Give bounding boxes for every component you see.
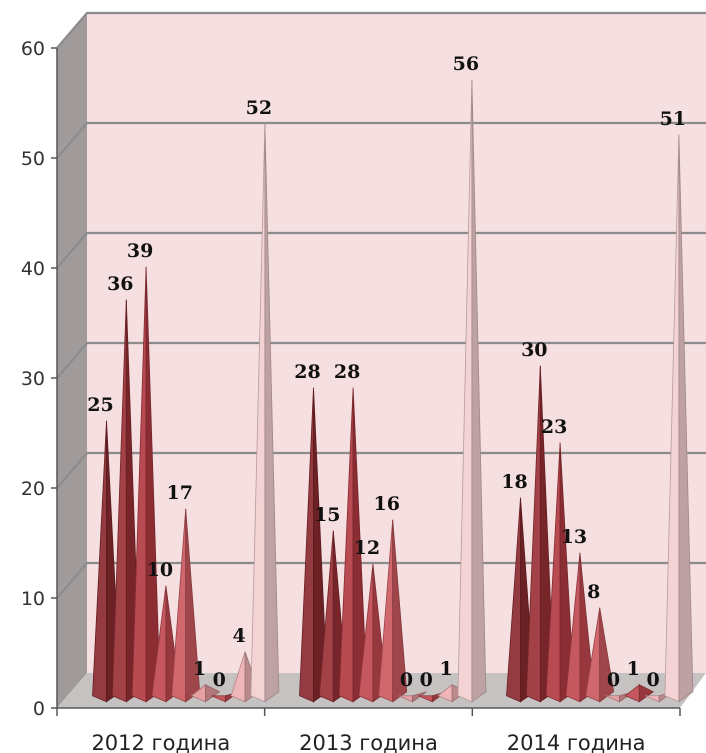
y-tick-label: 60 — [21, 38, 45, 60]
bar — [185, 508, 201, 703]
data-label: 23 — [541, 416, 567, 438]
data-label: 36 — [107, 273, 133, 295]
gridline — [56, 121, 706, 159]
bar — [638, 684, 655, 703]
bar — [599, 607, 615, 703]
data-label: 1 — [627, 658, 640, 680]
data-label: 30 — [521, 339, 547, 361]
bar — [678, 134, 694, 703]
y-tick-label: 20 — [21, 478, 45, 500]
bar — [471, 79, 487, 703]
gridline — [56, 341, 706, 379]
bar — [264, 123, 280, 703]
data-label: 13 — [561, 526, 587, 548]
data-label: 18 — [501, 471, 527, 493]
data-label: 25 — [87, 394, 113, 416]
data-label: 15 — [314, 504, 340, 526]
data-label: 0 — [400, 669, 413, 691]
data-label: 16 — [373, 493, 399, 515]
data-series — [92, 79, 694, 703]
gridline — [56, 11, 706, 49]
data-label: 51 — [660, 108, 686, 130]
bar — [313, 387, 328, 703]
data-label: 10 — [147, 559, 173, 581]
bar — [392, 519, 408, 703]
data-label: 56 — [453, 53, 479, 75]
bar — [352, 387, 368, 703]
gridline — [56, 451, 706, 489]
y-tick-label: 40 — [21, 258, 45, 280]
y-tick-label: 0 — [33, 698, 45, 720]
bar — [559, 442, 575, 703]
gridline — [56, 561, 706, 599]
x-tick-label: 2014 година — [507, 731, 646, 753]
data-label: 0 — [646, 669, 659, 691]
x-tick-label: 2012 година — [91, 731, 230, 753]
data-label: 0 — [607, 669, 620, 691]
gridlines — [56, 11, 706, 599]
data-label: 12 — [354, 537, 380, 559]
y-tick-label: 10 — [21, 588, 45, 610]
y-tick-label: 30 — [21, 368, 45, 390]
data-label: 28 — [294, 361, 320, 383]
x-tick-label: 2013 година — [299, 731, 438, 753]
data-label: 1 — [193, 658, 206, 680]
bar — [145, 266, 161, 703]
bar — [205, 684, 221, 703]
data-label: 39 — [127, 240, 153, 262]
data-label: 52 — [246, 97, 272, 119]
data-label: 17 — [166, 482, 192, 504]
data-label: 0 — [213, 669, 226, 691]
bar — [412, 691, 427, 703]
data-label: 1 — [439, 658, 452, 680]
gridline — [56, 231, 706, 269]
data-label: 28 — [334, 361, 360, 383]
y-tick-label: 50 — [21, 148, 45, 170]
data-label: 0 — [420, 669, 433, 691]
data-label: 4 — [232, 625, 245, 647]
data-label: 8 — [587, 581, 600, 603]
